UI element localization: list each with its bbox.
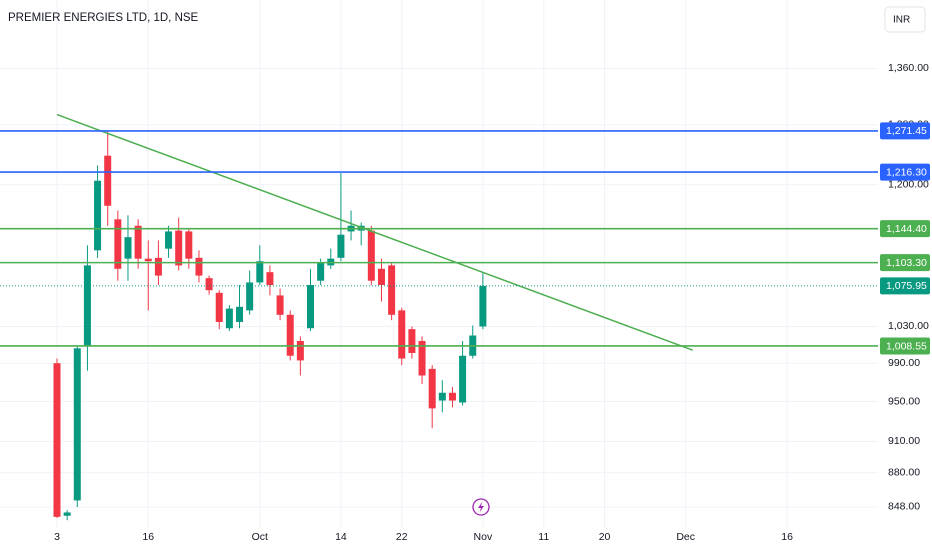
candle-body <box>377 268 385 286</box>
level-tag-label: 1,216.30 <box>886 166 927 178</box>
x-tick-label: 3 <box>54 531 60 543</box>
candle-body <box>438 392 446 401</box>
level-tag <box>880 122 930 140</box>
candle-body <box>124 237 132 259</box>
x-tick-label: 20 <box>599 531 611 543</box>
level-tag-label: 1,103.30 <box>886 257 927 269</box>
candle-body <box>448 392 456 401</box>
candle-body <box>195 257 203 276</box>
price-axis: 848.00 880.00 910.00 950.00 990.00 1,030.00 1,… <box>54 62 930 543</box>
candle-body <box>144 258 152 262</box>
level-tag <box>880 163 930 181</box>
candle-body <box>83 265 91 346</box>
plot-area <box>0 113 878 521</box>
grid <box>0 0 878 528</box>
candle-body <box>154 257 162 276</box>
level-tag-label: 1,008.55 <box>886 340 927 352</box>
candle-body <box>246 282 254 311</box>
level-tag-label: 1,271.45 <box>886 125 927 137</box>
last-price-label: 1,075.95 <box>886 280 927 292</box>
x-tick-label: Nov <box>474 531 493 543</box>
x-tick-label: 16 <box>142 531 154 543</box>
last-price-tag <box>880 277 930 295</box>
candle-body <box>185 231 193 259</box>
y-tick-label: 1,200.00 <box>888 178 929 190</box>
level-tag <box>880 337 930 355</box>
candle-body <box>225 308 233 329</box>
candle-body <box>296 340 304 361</box>
y-tick-label: 1,360.00 <box>888 62 929 74</box>
candle-body <box>165 231 173 249</box>
candle-body <box>428 368 436 409</box>
candle-body <box>53 363 61 517</box>
candle-body <box>479 285 487 327</box>
candle-body <box>215 292 223 322</box>
x-tick-label: 11 <box>538 531 549 543</box>
candle-body <box>63 512 71 516</box>
level-tag <box>880 220 930 238</box>
y-tick-label: 990.00 <box>888 357 920 369</box>
event-icon-bolt[interactable] <box>478 501 484 513</box>
candle-body <box>104 155 112 206</box>
candle-body <box>418 340 426 376</box>
candle-body <box>388 265 396 315</box>
x-tick-label: Dec <box>676 531 695 543</box>
x-tick-label: 16 <box>781 531 793 543</box>
x-tick-label: 22 <box>396 531 408 543</box>
chart-title: PREMIER ENERGIES LTD, 1D, NSE <box>8 12 199 24</box>
y-tick-label: 910.00 <box>888 435 920 447</box>
candle-body <box>114 219 122 269</box>
candle-body <box>307 285 314 329</box>
candle-body <box>236 306 244 322</box>
candle-body <box>134 225 142 259</box>
currency-label[interactable]: INR <box>893 15 910 26</box>
candle-body <box>337 234 345 258</box>
candle-body <box>408 329 416 353</box>
y-tick-label: 848.00 <box>888 501 920 513</box>
x-tick-label: Oct <box>252 531 268 543</box>
candle-body <box>256 261 264 283</box>
candle-body <box>367 230 375 281</box>
trendline <box>56 113 694 351</box>
candle-body <box>175 230 183 266</box>
candle-body <box>459 355 467 403</box>
y-tick-label: 1,030.00 <box>888 320 929 332</box>
candle-body <box>94 180 102 251</box>
y-tick-label: 880.00 <box>888 466 920 478</box>
candle-body <box>266 272 274 286</box>
x-tick-label: 14 <box>335 531 347 543</box>
candle-body <box>73 348 81 501</box>
candle-body <box>398 310 406 359</box>
y-tick-label: 950.00 <box>888 395 920 407</box>
event-icon[interactable] <box>472 498 490 516</box>
candle-body <box>276 295 284 315</box>
currency-button[interactable] <box>884 6 926 33</box>
candle-body <box>205 278 213 291</box>
level-tag-label: 1,144.40 <box>886 223 927 235</box>
candle-body <box>317 262 325 281</box>
candle-body <box>286 314 294 356</box>
level-tag <box>880 254 930 272</box>
